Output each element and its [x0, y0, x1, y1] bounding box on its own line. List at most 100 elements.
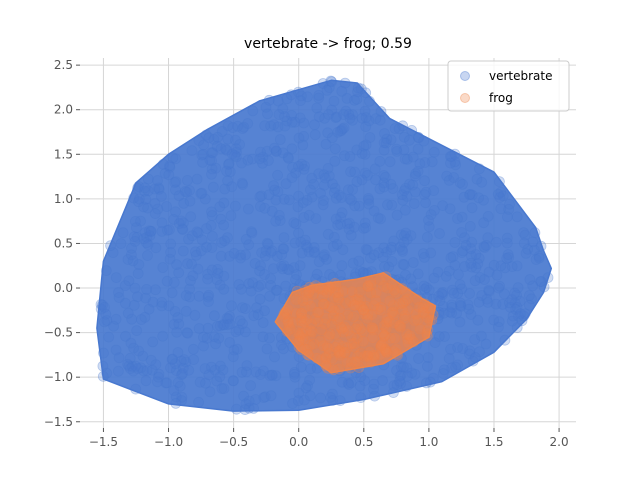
vertebrate-point	[446, 299, 458, 311]
vertebrate-point	[276, 249, 288, 261]
frog-point	[377, 337, 389, 349]
vertebrate-point	[237, 123, 249, 134]
vertebrate-point	[131, 231, 143, 243]
vertebrate-point	[222, 175, 234, 187]
vertebrate-point	[211, 320, 223, 332]
vertebrate-point	[276, 339, 287, 351]
vertebrate-point	[122, 254, 134, 265]
vertebrate-point	[189, 309, 201, 321]
frog-point	[348, 337, 360, 349]
vertebrate-point	[144, 230, 156, 242]
legend-marker-frog	[460, 93, 470, 103]
vertebrate-point	[323, 170, 335, 182]
vertebrate-point	[391, 379, 403, 391]
vertebrate-point	[354, 265, 366, 277]
vertebrate-point	[378, 144, 390, 156]
vertebrate-point	[149, 198, 161, 209]
frog-point	[367, 332, 379, 344]
vertebrate-point	[164, 253, 176, 265]
vertebrate-point	[150, 284, 161, 296]
vertebrate-point	[273, 209, 285, 221]
vertebrate-point	[234, 139, 246, 150]
vertebrate-point	[450, 361, 462, 373]
vertebrate-point	[213, 332, 225, 344]
vertebrate-point	[189, 246, 201, 258]
vertebrate-point	[265, 390, 277, 402]
vertebrate-point	[185, 275, 196, 287]
vertebrate-point	[127, 365, 139, 377]
vertebrate-point	[142, 185, 154, 197]
frog-point	[330, 280, 342, 292]
vertebrate-point	[259, 120, 271, 132]
vertebrate-point	[170, 176, 182, 188]
vertebrate-point	[527, 280, 539, 292]
vertebrate-point	[145, 225, 157, 237]
vertebrate-point	[256, 247, 268, 259]
vertebrate-point	[211, 140, 223, 152]
frog-point	[320, 351, 332, 363]
vertebrate-point	[299, 160, 311, 172]
vertebrate-point	[412, 143, 424, 155]
vertebrate-point	[353, 255, 365, 267]
vertebrate-point	[126, 313, 138, 325]
vertebrate-point	[443, 353, 455, 364]
vertebrate-point	[255, 279, 267, 291]
vertebrate-point	[147, 296, 159, 308]
vertebrate-point	[132, 291, 143, 303]
frog-point	[296, 312, 308, 324]
vertebrate-point	[459, 232, 470, 244]
vertebrate-point	[280, 280, 292, 292]
vertebrate-point	[289, 237, 301, 249]
frog-point	[380, 323, 392, 335]
vertebrate-point	[277, 147, 289, 159]
vertebrate-point	[156, 225, 168, 237]
vertebrate-point	[198, 139, 210, 151]
frog-point	[330, 287, 341, 298]
frog-point	[301, 344, 313, 356]
vertebrate-point	[157, 262, 169, 273]
vertebrate-point	[176, 223, 188, 235]
frog-point	[379, 344, 391, 356]
vertebrate-point	[449, 156, 461, 168]
frog-point	[329, 291, 340, 303]
vertebrate-point	[275, 332, 287, 343]
vertebrate-point	[359, 375, 371, 387]
frog-point	[422, 302, 434, 314]
vertebrate-point	[197, 331, 209, 343]
vertebrate-point	[242, 203, 254, 215]
frog-point	[319, 318, 331, 330]
frog-point	[335, 322, 347, 333]
vertebrate-point	[425, 209, 437, 221]
vertebrate-point	[493, 176, 505, 188]
vertebrate-point	[271, 250, 283, 262]
vertebrate-point	[288, 262, 300, 274]
frog-point	[375, 342, 387, 354]
vertebrate-point	[270, 194, 282, 206]
frog-point	[349, 356, 361, 368]
vertebrate-point	[206, 264, 218, 276]
vertebrate-point	[259, 391, 271, 403]
vertebrate-point	[130, 222, 142, 234]
vertebrate-point	[524, 290, 535, 301]
vertebrate-point	[497, 190, 509, 202]
vertebrate-point	[432, 266, 444, 278]
vertebrate-point	[281, 263, 293, 275]
vertebrate-point	[120, 297, 131, 309]
vertebrate-point	[394, 241, 406, 253]
frog-point	[357, 304, 369, 316]
vertebrate-point	[384, 156, 396, 168]
vertebrate-point	[288, 217, 300, 229]
vertebrate-point	[133, 193, 145, 205]
frog-point	[281, 308, 293, 320]
vertebrate-point	[343, 223, 355, 235]
frog-point	[364, 346, 376, 358]
vertebrate-point	[472, 258, 484, 270]
vertebrate-point	[322, 162, 334, 174]
vertebrate-point	[230, 326, 242, 338]
vertebrate-point	[358, 222, 370, 234]
vertebrate-point	[327, 394, 339, 406]
vertebrate-point	[309, 119, 320, 131]
vertebrate-point	[278, 232, 290, 244]
vertebrate-point	[179, 185, 191, 197]
y-axis: −1.5 −1.0 −0.5 0.0 0.5 1.0 1.5 2.0 2.5	[44, 58, 80, 429]
